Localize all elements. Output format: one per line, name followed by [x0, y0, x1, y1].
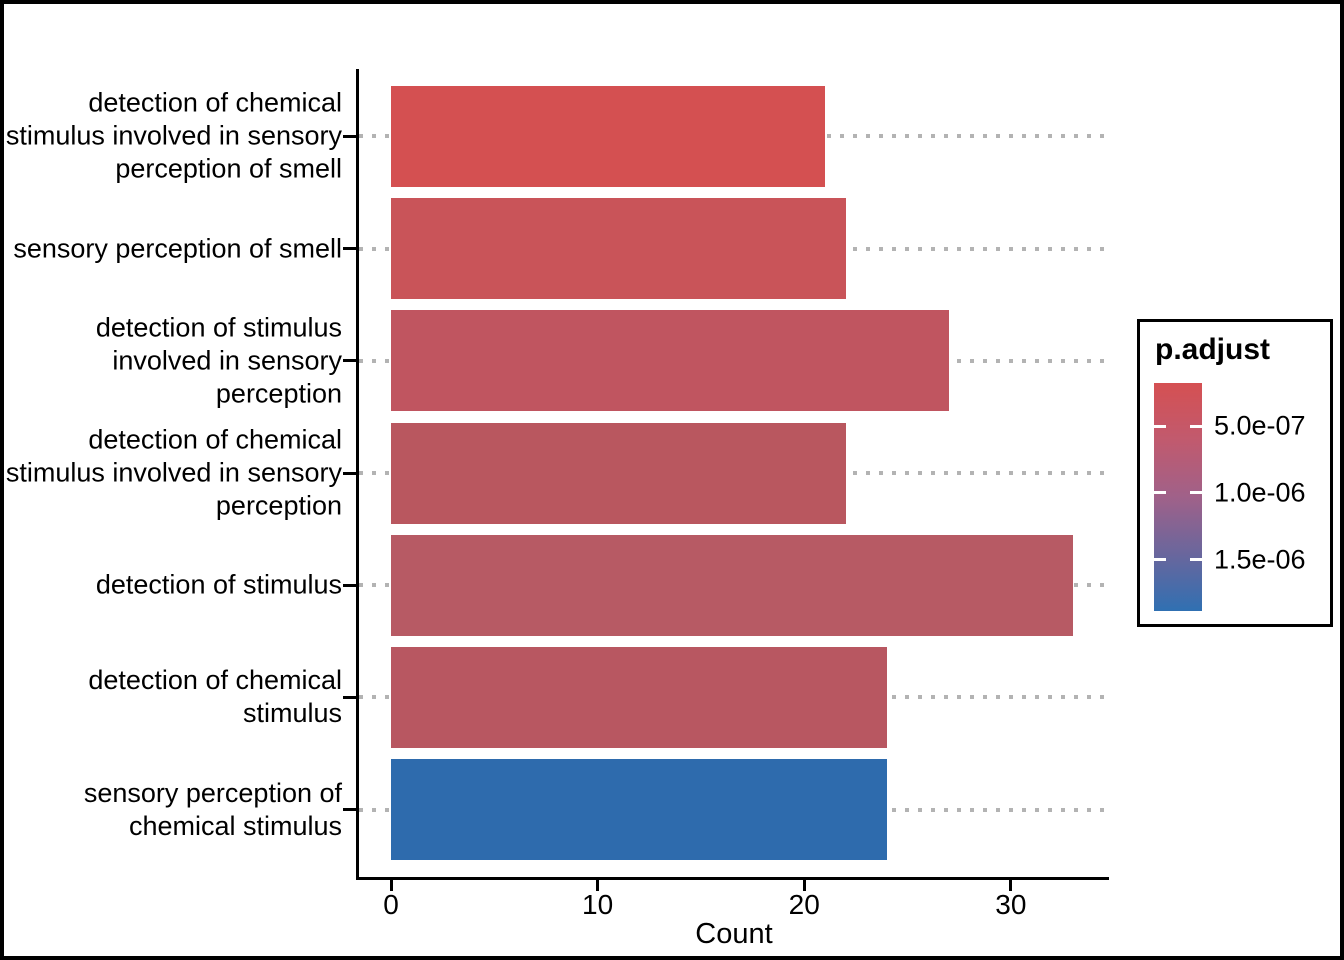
- x-tick: [802, 880, 806, 891]
- y-tick: [343, 471, 356, 475]
- y-tick: [343, 583, 356, 587]
- legend-tick-mark: [1190, 558, 1202, 562]
- y-tick: [343, 808, 356, 812]
- legend-tick-label: 1.0e-06: [1214, 477, 1306, 508]
- x-tick: [596, 880, 600, 891]
- legend-tick-mark: [1190, 491, 1202, 495]
- legend: p.adjust 5.0e-07 1.0e-06 1.5e-06: [1137, 319, 1333, 627]
- legend-tick-mark: [1154, 491, 1166, 495]
- y-axis-label: detection of stimulus involved in sensor…: [95, 312, 342, 409]
- legend-tick-label: 1.5e-06: [1214, 544, 1306, 575]
- plot-panel: [356, 69, 1109, 880]
- x-tick-label: 0: [383, 889, 399, 920]
- bar-5: [391, 534, 1073, 636]
- x-tick-label: 20: [788, 889, 820, 920]
- y-axis-label: detection of chemical stimulus: [88, 665, 342, 729]
- x-tick: [389, 880, 393, 891]
- legend-tick-label: 5.0e-07: [1214, 410, 1306, 441]
- y-tick: [343, 134, 356, 138]
- bar-6: [391, 646, 887, 748]
- y-axis-label: detection of chemical stimulus involved …: [5, 424, 342, 521]
- bar-3: [391, 310, 949, 412]
- y-tick: [343, 695, 356, 699]
- x-tick: [1009, 880, 1013, 891]
- legend-colorbar: [1154, 383, 1202, 611]
- legend-tick-mark: [1190, 424, 1202, 428]
- bar-1: [391, 85, 825, 187]
- plot-area: [359, 69, 1109, 877]
- x-tick-label: 10: [582, 889, 614, 920]
- bar-7: [391, 759, 887, 861]
- x-axis-title: Count: [695, 918, 773, 950]
- legend-tick-mark: [1154, 558, 1166, 562]
- bar-4: [391, 422, 846, 524]
- legend-tick-mark: [1154, 424, 1166, 428]
- y-tick: [343, 247, 356, 251]
- y-axis-label: detection of stimulus: [95, 569, 342, 600]
- y-axis-label: sensory perception of chemical stimulus: [83, 777, 342, 841]
- x-tick-label: 30: [995, 889, 1027, 920]
- y-axis-label: detection of chemical stimulus involved …: [5, 87, 342, 184]
- y-tick: [343, 359, 356, 363]
- legend-title: p.adjust: [1155, 333, 1271, 366]
- bar-2: [391, 198, 846, 300]
- y-axis-label: sensory perception of smell: [13, 233, 342, 264]
